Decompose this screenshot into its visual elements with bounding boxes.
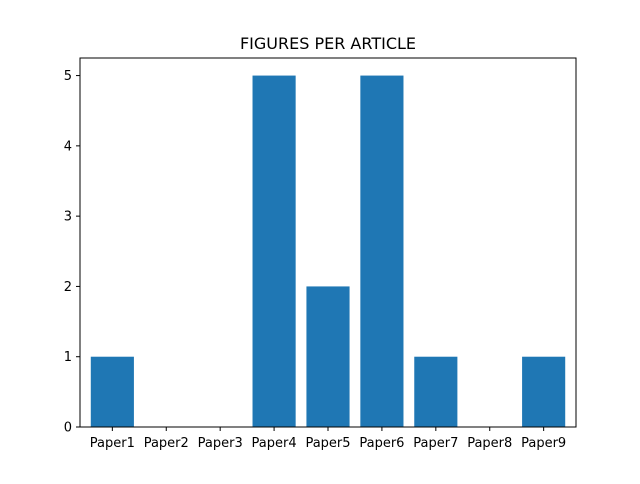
x-tick-label-paper3: Paper3: [198, 436, 243, 451]
y-tick-label-5: 5: [64, 69, 72, 84]
bar-paper7: [414, 356, 458, 427]
x-tick-label-paper6: Paper6: [359, 436, 404, 451]
bar-paper6: [360, 75, 404, 428]
bar-paper4: [252, 75, 296, 428]
y-tick-label-3: 3: [64, 210, 72, 225]
x-tick-label-paper8: Paper8: [467, 436, 512, 451]
x-tick-label-paper1: Paper1: [90, 436, 135, 451]
bar-paper5: [306, 286, 350, 427]
x-tick-label-paper9: Paper9: [521, 436, 566, 451]
x-tick-label-paper2: Paper2: [144, 436, 189, 451]
bar-paper1: [90, 356, 134, 427]
axes-layer: 0 1 2 3 4 5 Paper1 Paper2 Paper3 Paper4 Paper5 Pape…: [64, 57, 577, 451]
chart-title: FIGURES PER ARTICLE: [240, 34, 416, 53]
y-tick-label-1: 1: [64, 350, 72, 365]
y-tick-label-2: 2: [64, 280, 72, 295]
y-tick-label-4: 4: [64, 139, 72, 154]
x-tick-label-paper4: Paper4: [252, 436, 297, 451]
y-tick-label-0: 0: [64, 421, 72, 436]
x-tick-label-paper7: Paper7: [413, 436, 458, 451]
x-tick-label-paper5: Paper5: [305, 436, 350, 451]
bars-layer: [90, 75, 566, 428]
bar-paper9: [522, 356, 566, 427]
